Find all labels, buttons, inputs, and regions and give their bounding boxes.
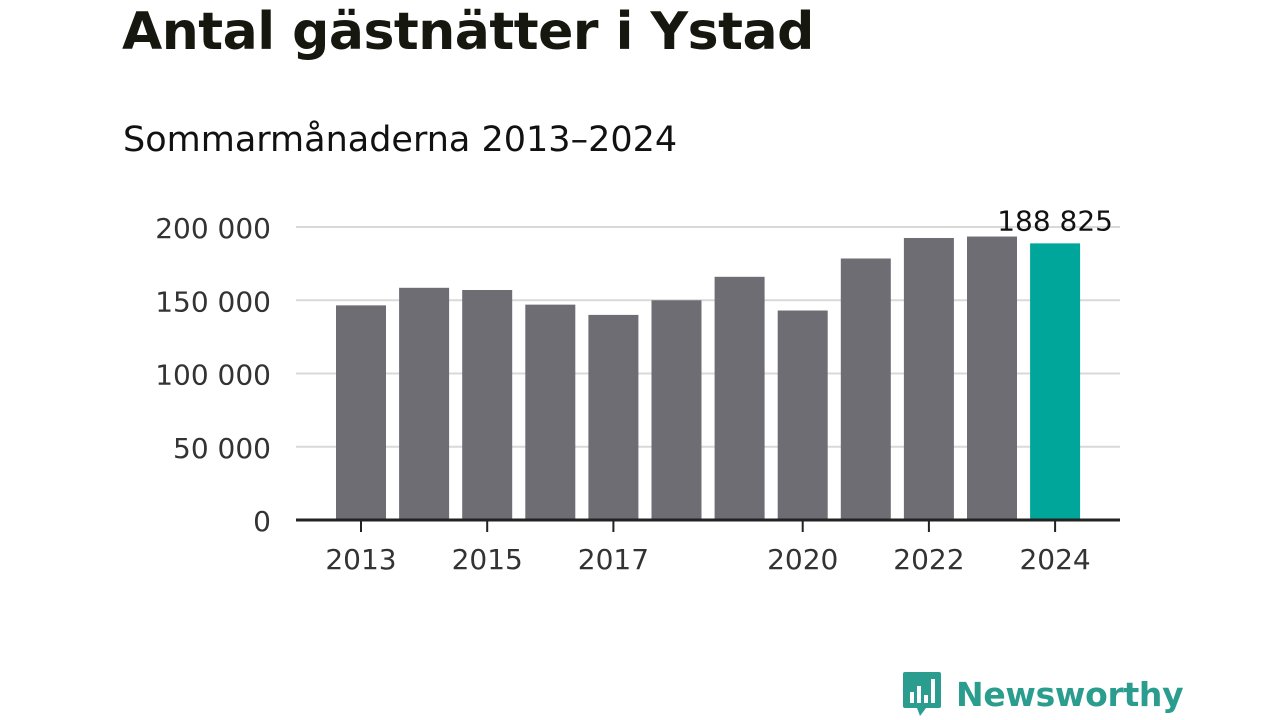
chart-subtitle: Sommarmånaderna 2013–2024 <box>123 120 678 160</box>
bar-2013 <box>336 305 386 520</box>
x-axis-ticks: 2013 2015 2017 2020 2022 2024 <box>325 520 1091 576</box>
bar-2023 <box>967 236 1017 520</box>
y-tick-label: 0 <box>253 505 271 538</box>
data-labels: 188 825 <box>997 204 1113 237</box>
data-label: 188 825 <box>997 204 1113 237</box>
x-tick-label: 2022 <box>893 543 964 576</box>
bar-chart-speech-bubble-icon <box>903 672 941 716</box>
chart-title: Antal gästnätter i Ystad <box>122 2 814 62</box>
bar-2018 <box>651 300 702 520</box>
bar-2017 <box>588 314 639 520</box>
bar-2024 <box>1030 243 1081 520</box>
y-tick-label: 100 000 <box>155 359 271 392</box>
y-tick-label: 50 000 <box>173 432 271 465</box>
x-tick-label: 2020 <box>767 543 838 576</box>
bar-2016 <box>525 304 576 520</box>
bar-2014 <box>399 287 450 520</box>
y-tick-label: 150 000 <box>155 285 271 318</box>
bar-2015 <box>462 289 513 520</box>
x-tick-label: 2024 <box>1019 543 1090 576</box>
bar-2022 <box>903 237 954 521</box>
y-axis-tick-labels: 0 50 000 100 000 150 000 200 000 <box>155 212 271 538</box>
brand-logo: Newsworthy <box>902 671 1184 717</box>
y-tick-label: 200 000 <box>155 212 271 245</box>
bar-2020 <box>777 310 828 520</box>
x-tick-label: 2017 <box>578 543 649 576</box>
bar-2019 <box>714 276 765 520</box>
x-tick-label: 2015 <box>452 543 523 576</box>
x-tick-label: 2013 <box>325 543 396 576</box>
brand-name: Newsworthy <box>956 674 1184 714</box>
bars <box>336 236 1081 521</box>
bar-2021 <box>840 258 891 520</box>
